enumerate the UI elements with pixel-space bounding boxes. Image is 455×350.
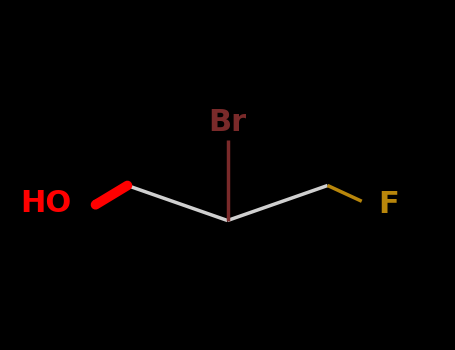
Text: HO: HO bbox=[20, 189, 71, 217]
Text: Br: Br bbox=[208, 108, 247, 137]
Polygon shape bbox=[93, 186, 127, 207]
Text: F: F bbox=[379, 190, 399, 219]
